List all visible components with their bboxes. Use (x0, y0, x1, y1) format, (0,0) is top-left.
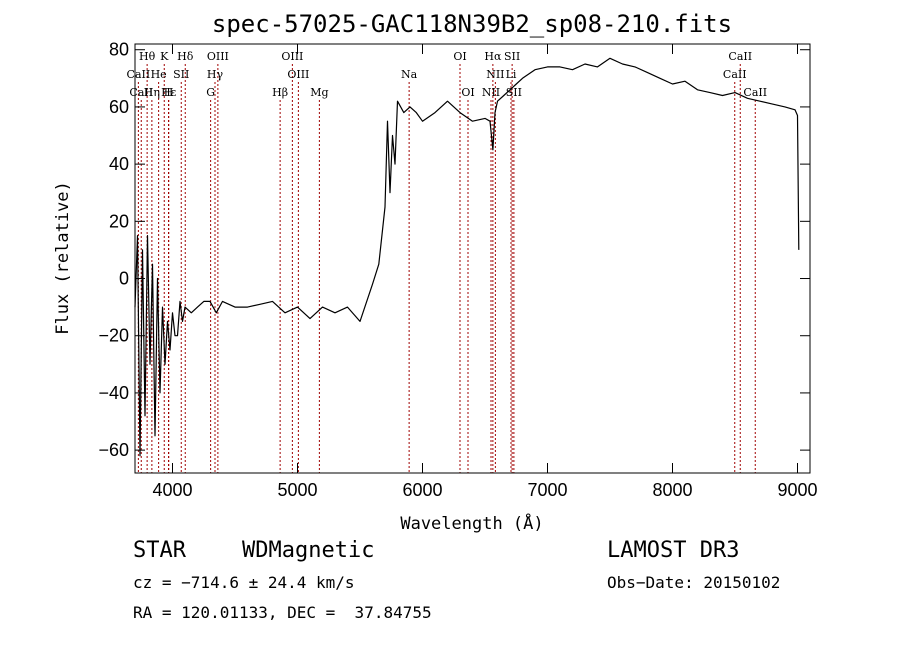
line-marker-label: Na (401, 68, 418, 81)
y-tick-label: 80 (109, 40, 129, 60)
y-tick-label: 0 (119, 269, 129, 289)
x-tick-label: 8000 (652, 480, 692, 500)
line-marker-label: OIII (281, 50, 303, 63)
line-marker-label: Hα (484, 50, 502, 63)
chart-title: spec-57025-GAC118N39B2_sp08-210.fits (212, 10, 732, 38)
line-marker-label: Hβ (272, 86, 288, 99)
line-marker-label: OI (453, 50, 466, 63)
y-tick-label: −20 (98, 326, 129, 346)
line-marker-label: G (206, 86, 215, 99)
line-marker-label: OIII (287, 68, 309, 81)
y-tick-label: 40 (109, 154, 129, 174)
line-marker-label: Li (506, 68, 517, 81)
x-tick-label: 6000 (402, 480, 442, 500)
axes: 4000 5000 6000 7000 8000 9000 −60 −40 −20 0 20 40 60… (98, 40, 817, 500)
spectrum-series-line (134, 57, 800, 457)
y-tick-label: 60 (109, 97, 129, 117)
line-marker-label: CaII (723, 68, 747, 81)
observation-date: Obs−Date: 20150102 (607, 573, 781, 592)
line-marker-label: Hε (161, 86, 177, 99)
line-marker-label: SII (504, 50, 520, 63)
line-marker-label: SII (173, 68, 189, 81)
y-tick-label: −40 (98, 383, 129, 403)
line-marker-label: OIII (207, 50, 229, 63)
line-marker-label: Hγ (207, 68, 224, 81)
series-group (134, 57, 800, 457)
x-tick-label: 4000 (152, 480, 192, 500)
object-class: STAR (133, 538, 186, 563)
redshift-cz: cz = −714.6 ± 24.4 km/s (133, 573, 355, 592)
line-marker-label: Mg (310, 86, 328, 99)
line-marker-label: Hη (144, 86, 160, 99)
y-tick-label: 20 (109, 211, 129, 231)
object-subclass: WDMagnetic (242, 538, 375, 563)
x-axis-label: Wavelength (Å) (400, 512, 543, 534)
plot-frame (134, 43, 811, 474)
line-marker-label: CaII (728, 50, 752, 63)
survey-name: LAMOST DR3 (607, 538, 740, 563)
line-marker-label: NII (482, 86, 500, 99)
x-tick-label: 9000 (777, 480, 817, 500)
line-marker-label: CaII (743, 86, 767, 99)
line-marker-label: Hδ (177, 50, 194, 63)
line-marker-label: Hθ (139, 50, 156, 63)
line-marker-label: H (164, 86, 174, 99)
line-marker-label: CaII (127, 68, 151, 81)
line-marker-label: NII (486, 68, 504, 81)
line-marker-label: He (151, 68, 167, 81)
coordinates: RA = 120.01133, DEC = 37.84755 (133, 603, 432, 622)
x-tick-label: 5000 (277, 480, 317, 500)
y-tick-label: −60 (98, 440, 129, 460)
line-marker-label: K (160, 50, 169, 63)
x-tick-label: 7000 (527, 480, 567, 500)
line-marker-label: OI (461, 86, 474, 99)
y-axis-label: Flux (relative) (53, 181, 73, 335)
line-marker-label: SII (506, 86, 522, 99)
